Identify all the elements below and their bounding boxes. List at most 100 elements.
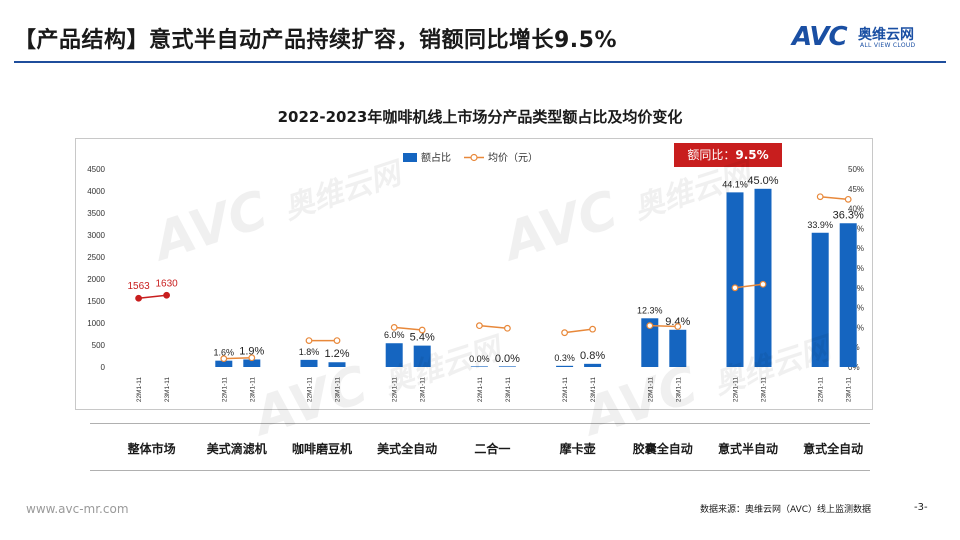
x-tick-label: 23M1-11 [249,377,256,403]
legend-line-marker [470,153,478,162]
footer-website: www.avc-mr.com [26,502,129,516]
price-line-segment [564,328,593,334]
bar-data-label: 45.0% [747,175,778,187]
y-right-tick-label: 0% [848,363,860,372]
x-tick-label: 22M1-11 [818,377,825,403]
chart: 0500100015002000250030003500400045000%5%… [87,151,864,403]
category-row [90,423,870,471]
bar-data-label: 1.6% [214,348,235,358]
y-left-tick-label: 1500 [87,297,105,306]
y-left-tick-label: 3500 [87,209,105,218]
price-point [248,354,256,362]
chart-frame: 0500100015002000250030003500400045000%5%… [75,138,873,410]
bar [498,366,516,367]
price-point [390,323,398,331]
category-label: 意式半自动 [717,442,779,456]
bar [641,318,659,367]
bar-data-label: 36.3% [833,209,864,221]
yoy-value: 9.5% [735,148,769,162]
page-number: -3- [914,502,928,513]
x-tick-label: 22M1-11 [307,377,314,403]
x-tick-label: 23M1-11 [164,377,171,403]
price-point [731,284,739,292]
x-tick-label: 22M1-11 [392,377,399,403]
bar [413,345,431,367]
category-label: 胶囊全自动 [632,442,693,456]
logo-mark: AVC [792,22,848,52]
category-label: 美式全自动 [377,442,438,456]
x-tick-label: 23M1-11 [420,377,427,403]
bar [811,232,829,367]
bar-data-label: 0.0% [469,354,490,364]
category-label: 咖啡磨豆机 [291,442,353,456]
x-tick-label: 22M1-11 [647,377,654,403]
page-title: 【产品结构】意式半自动产品持续扩容，销额同比增长9.5% [14,28,618,53]
y-left-tick-label: 0 [101,363,106,372]
logo-cn: 奥维云网 [858,27,914,43]
category-label: 二合一 [474,442,511,456]
bar [215,360,233,367]
logo-en: ALL VIEW CLOUD [860,42,916,49]
bar-data-label: 9.4% [665,316,690,328]
price-line-segment [138,294,167,299]
yoy-label: 额同比： [687,148,736,162]
x-tick-label: 22M1-11 [221,377,228,403]
y-right-tick-label: 45% [848,185,864,194]
price-data-label: 1630 [155,278,178,289]
brand-logo: AVC 奥维云网 ALL VIEW CLOUD [792,22,942,52]
x-tick-label: 23M1-11 [675,377,682,403]
x-tick-label: 23M1-11 [335,377,342,403]
price-point [333,337,341,345]
bar [470,366,488,367]
price-point [476,322,483,330]
bar-data-label: 5.4% [410,332,435,344]
category-label: 美式滴滤机 [206,442,267,456]
x-tick-label: 22M1-11 [136,377,143,403]
x-tick-label: 22M1-11 [733,377,740,403]
price-point [305,337,313,345]
category-label: 意式全自动 [803,442,864,456]
x-tick-label: 23M1-11 [590,377,597,403]
price-line-segment [223,357,252,360]
category-label: 摩卡壶 [559,442,596,456]
bar [584,363,602,367]
legend-bar-label: 额占比 [421,151,451,164]
bar-data-label: 1.2% [324,348,349,360]
bar-data-label: 33.9% [807,220,833,230]
bar-data-label: 0.8% [580,350,605,362]
price-line-segment [394,326,423,331]
bar-data-label: 6.0% [384,330,405,340]
price-point [220,355,228,363]
price-point [418,326,426,334]
chart-title: 2022-2023年咖啡机线上市场分产品类型额占比及均价变化 [277,108,683,126]
y-left-tick-label: 4000 [87,187,105,196]
price-point [504,324,511,332]
bar-data-label: 44.1% [722,179,748,189]
y-left-tick-label: 2500 [87,253,105,262]
bar [726,192,744,367]
price-point [163,291,170,299]
x-tick-label: 23M1-11 [846,377,853,403]
price-data-label: 1563 [127,281,150,292]
bar [556,365,574,367]
bar-data-label: 12.3% [637,305,663,315]
bar [243,359,261,367]
y-left-tick-label: 2000 [87,275,105,284]
bar [328,362,346,367]
y-left-tick-label: 3000 [87,231,105,240]
y-right-tick-label: 40% [848,205,864,214]
price-point [589,325,596,333]
legend-bar-swatch [403,153,417,162]
bar [839,223,857,367]
bar [754,188,772,367]
x-tick-label: 22M1-11 [562,377,569,403]
y-left-tick-label: 4500 [87,165,105,174]
price-line-segment [479,324,508,330]
y-right-tick-label: 50% [848,165,864,174]
bar [300,359,318,367]
price-line-segment [649,324,678,328]
bar-data-label: 0.3% [554,353,575,363]
bar-data-label: 1.9% [239,345,264,357]
bar-data-label: 1.8% [299,347,320,357]
price-point [674,323,682,330]
